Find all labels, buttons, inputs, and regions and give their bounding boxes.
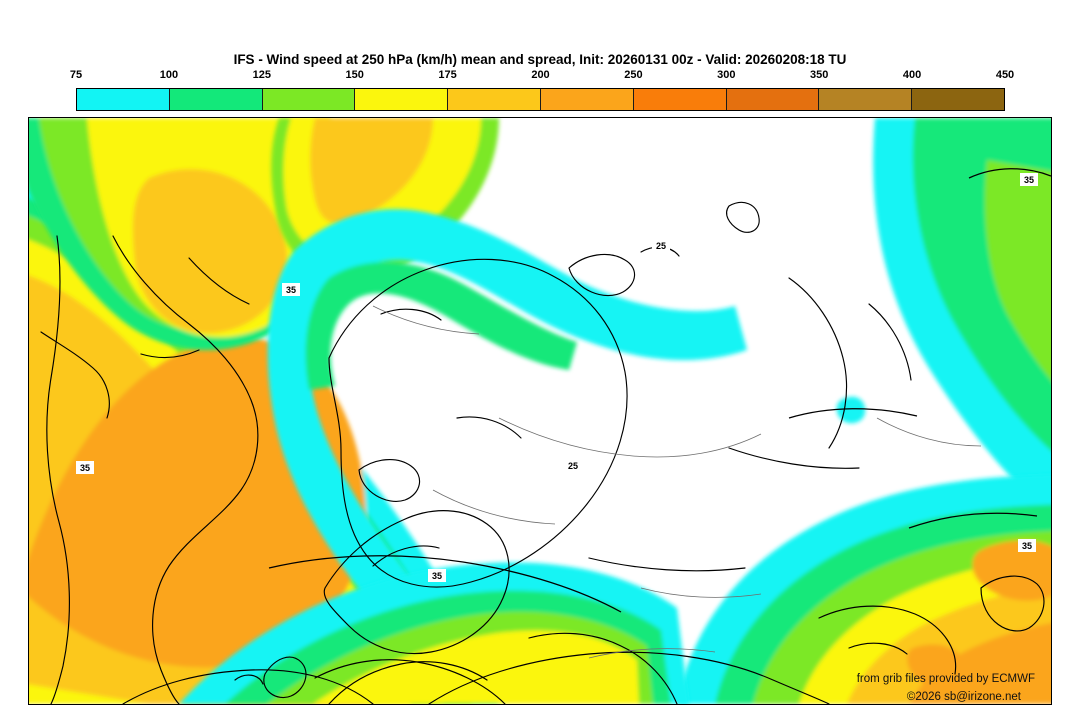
colorbar-tick-450: 450 xyxy=(995,69,1015,81)
colorbar-swatch-5 xyxy=(540,89,634,110)
colorbar-swatch-0 xyxy=(77,89,170,110)
northwest-plume-fill xyxy=(29,118,347,351)
colorbar-tick-400: 400 xyxy=(902,69,922,81)
page-title: IFS - Wind speed at 250 hPa (km/h) mean … xyxy=(233,52,847,67)
greenland-cyan-band-fill xyxy=(267,209,747,616)
colorbar-tick-300: 300 xyxy=(717,69,736,81)
colorbar-swatch-3 xyxy=(355,89,449,110)
wind-speed-contour-map: 35 35 35 35 35 xyxy=(29,118,1051,704)
colorbar-swatch-2 xyxy=(262,89,356,110)
contour-label: 35 xyxy=(282,283,300,296)
svg-text:25: 25 xyxy=(656,241,666,251)
isolated-cyan-patch-fill xyxy=(836,396,866,424)
colorbar-swatch-8 xyxy=(819,89,913,110)
svg-text:35: 35 xyxy=(80,463,90,473)
contour-label: 35 xyxy=(1018,539,1036,552)
contour-label: 35 xyxy=(1020,173,1038,186)
contour-label: 35 xyxy=(428,569,446,582)
southwest-arc-fill xyxy=(179,562,689,704)
colorbar-tick-250: 250 xyxy=(624,69,643,81)
colorbar: 75 100 125 150 175 200 250 300 350 400 450 xyxy=(70,69,1014,111)
svg-text:25: 25 xyxy=(568,461,578,471)
colorbar-tick-labels: 75 100 125 150 175 200 250 300 350 400 450 xyxy=(70,69,1014,85)
northeast-bands-fill xyxy=(873,118,1051,515)
colorbar-tick-75: 75 xyxy=(69,69,83,81)
svg-text:35: 35 xyxy=(1022,541,1032,551)
colorbar-tick-150: 150 xyxy=(345,69,364,81)
colorbar-tick-125: 125 xyxy=(252,69,271,81)
contour-label: 25 xyxy=(564,459,582,472)
svg-text:35: 35 xyxy=(286,285,296,295)
spread-contour-layer xyxy=(268,168,1051,613)
coastline-layer xyxy=(40,201,1045,704)
colorbar-swatch-7 xyxy=(726,89,820,110)
colorbar-tick-350: 350 xyxy=(810,69,829,81)
colorbar-tick-200: 200 xyxy=(531,69,550,81)
colorbar-swatch-1 xyxy=(169,89,263,110)
svg-text:35: 35 xyxy=(1024,175,1034,185)
colorbar-swatch-6 xyxy=(633,89,727,110)
mediterranean-jet-fill xyxy=(677,474,1051,704)
country-border-layer xyxy=(372,305,982,659)
colorbar-swatch-9 xyxy=(912,89,1004,110)
colorbar-tick-100: 100 xyxy=(159,69,179,81)
contour-label-group: 35 35 35 35 35 xyxy=(76,173,1038,582)
copyright-credit: ©2026 sb@irizone.net xyxy=(906,691,1021,703)
data-source-credit: from grib files provided by ECMWF xyxy=(856,673,1035,685)
colorbar-swatches xyxy=(76,88,1005,111)
svg-text:35: 35 xyxy=(432,571,442,581)
colorbar-tick-175: 175 xyxy=(438,69,457,81)
contour-label: 35 xyxy=(76,461,94,474)
contour-label: 25 xyxy=(652,239,670,252)
colorbar-swatch-4 xyxy=(448,89,541,110)
map-panel[interactable]: 35 35 35 35 35 xyxy=(28,117,1052,705)
